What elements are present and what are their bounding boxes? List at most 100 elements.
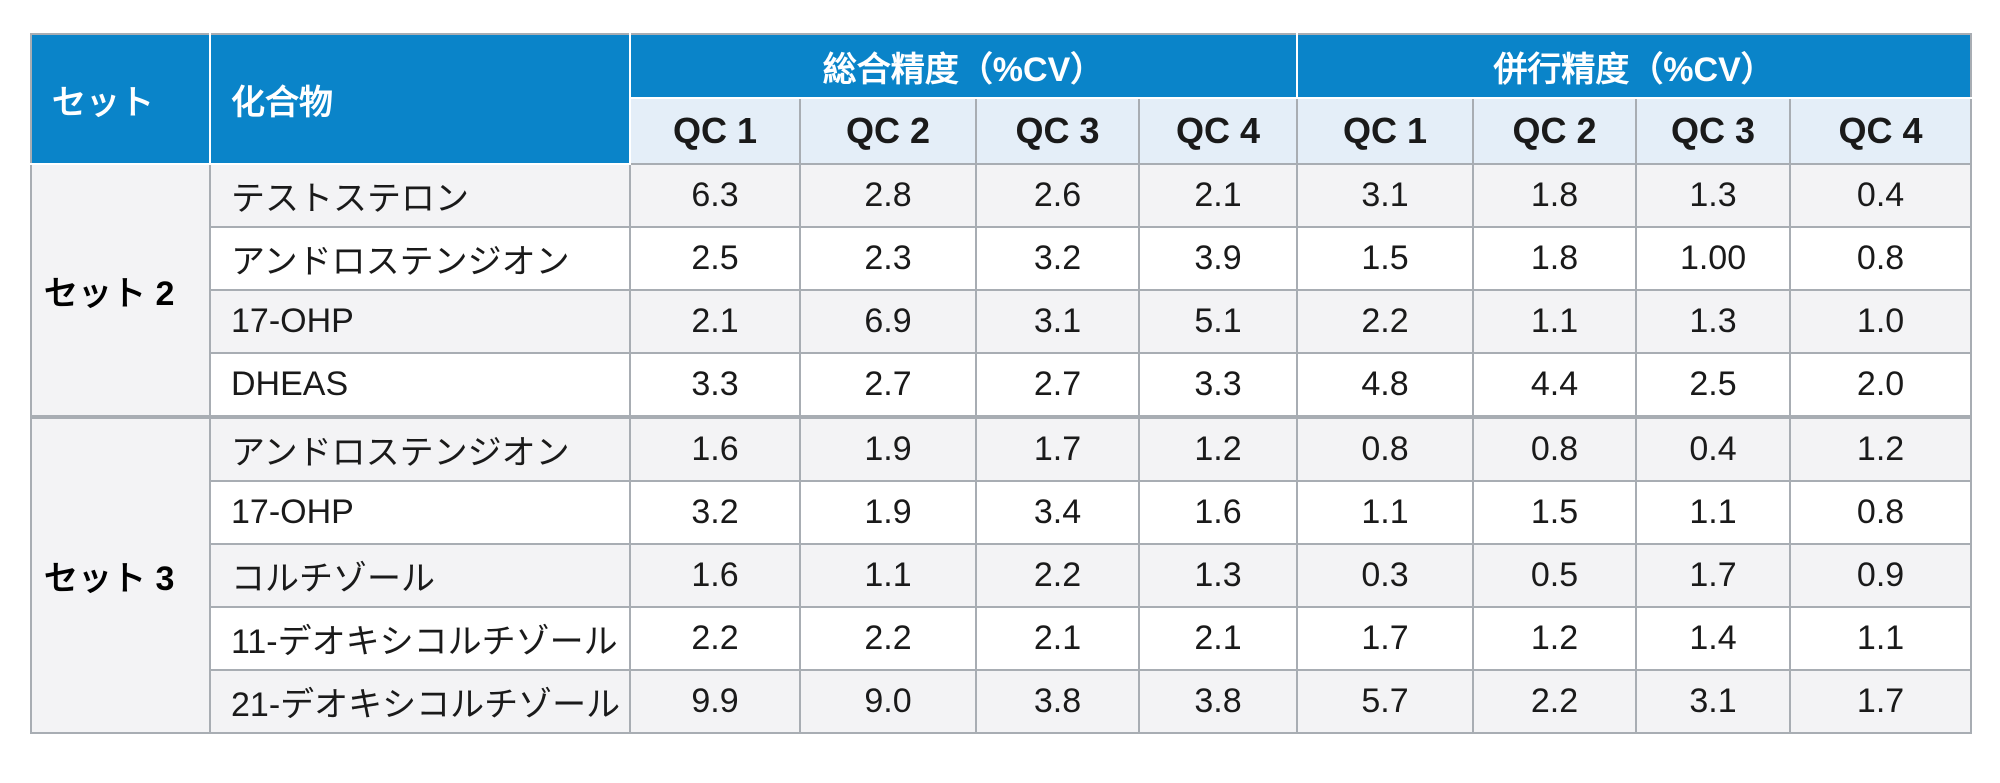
compound-name: アンドロステンジオン (209, 226, 631, 291)
cv-value: 2.7 (975, 352, 1140, 418)
header-repeatability: 併行精度（%CV） (1296, 33, 1973, 99)
cv-value: 1.8 (1472, 163, 1638, 228)
header-qc: QC 3 (1635, 97, 1792, 165)
header-compound: 化合物 (209, 33, 631, 165)
cv-value: 0.8 (1296, 415, 1475, 482)
cv-value: 1.7 (1296, 606, 1475, 671)
compound-name: アンドロステンジオン (209, 415, 631, 482)
cv-value: 3.8 (975, 669, 1140, 734)
cv-value: 3.4 (975, 480, 1140, 545)
cv-value: 6.9 (799, 289, 977, 354)
cv-value: 2.1 (975, 606, 1140, 671)
cv-value: 9.0 (799, 669, 977, 734)
compound-name: 21-デオキシコルチゾール (209, 669, 631, 734)
cv-value: 1.7 (1789, 669, 1973, 734)
compound-name: 17-OHP (209, 480, 631, 545)
cv-value: 2.0 (1789, 352, 1973, 418)
cv-value: 6.3 (629, 163, 801, 228)
table-row: DHEAS 3.3 2.7 2.7 3.3 4.8 4.4 2.5 2.0 (31, 352, 1973, 418)
cv-value: 2.2 (975, 543, 1140, 608)
cv-value: 1.9 (799, 415, 977, 482)
cv-value: 5.7 (1296, 669, 1475, 734)
cv-value: 2.1 (1137, 163, 1299, 228)
cv-value: 2.2 (1472, 669, 1638, 734)
cv-value: 2.2 (629, 606, 801, 671)
cv-value: 1.1 (799, 543, 977, 608)
cv-value: 2.1 (1137, 606, 1299, 671)
table-row: セット 3 アンドロステンジオン 1.6 1.9 1.7 1.2 0.8 0.8 0.4 1.2 (30, 415, 1973, 734)
cv-value: 1.6 (629, 543, 801, 608)
table-row: 21-デオキシコルチゾール 9.9 9.0 3.8 3.8 5.7 2.2 3.1 1.7 (31, 669, 1973, 734)
compound-name: 17-OHP (209, 289, 631, 354)
cv-value: 3.1 (975, 289, 1140, 354)
cv-value: 0.3 (1296, 543, 1475, 608)
cv-value: 1.00 (1635, 226, 1792, 291)
precision-table-container: セット 化合物 総合精度（%CV） 併行精度（%CV） QC 1 QC 2 QC… (30, 33, 1973, 734)
cv-value: 2.2 (1296, 289, 1475, 354)
set-label: セット 3 (30, 415, 211, 734)
cv-value: 1.8 (1472, 226, 1638, 291)
cv-value: 1.4 (1635, 606, 1792, 671)
cv-value: 1.3 (1635, 163, 1792, 228)
header-qc: QC 4 (1789, 97, 1973, 165)
cv-value: 1.0 (1789, 289, 1973, 354)
cv-value: 2.5 (1635, 352, 1792, 418)
cv-value: 0.8 (1789, 226, 1973, 291)
cv-value: 2.7 (799, 352, 977, 418)
cv-value: 5.1 (1137, 289, 1299, 354)
cv-value: 0.4 (1789, 163, 1973, 228)
cv-value: 2.3 (799, 226, 977, 291)
table-row: 17-OHP 3.2 1.9 3.4 1.6 1.1 1.5 1.1 0.8 (31, 480, 1973, 545)
cv-value: 3.2 (629, 480, 801, 545)
compound-name: テストステロン (209, 163, 631, 228)
cv-value: 2.5 (629, 226, 801, 291)
cv-value: 1.7 (975, 415, 1140, 482)
cv-value: 0.8 (1472, 415, 1638, 482)
cv-value: 1.2 (1472, 606, 1638, 671)
header-qc: QC 2 (799, 97, 977, 165)
header-qc: QC 4 (1137, 97, 1299, 165)
table-row: アンドロステンジオン 2.5 2.3 3.2 3.9 1.5 1.8 1.00 0.8 (31, 226, 1973, 291)
compound-name: 11-デオキシコルチゾール (209, 606, 631, 671)
cv-value: 4.4 (1472, 352, 1638, 418)
header-qc: QC 1 (629, 97, 801, 165)
cv-value: 3.9 (1137, 226, 1299, 291)
table-row: コルチゾール 1.6 1.1 2.2 1.3 0.3 0.5 1.7 0.9 (31, 543, 1973, 608)
cv-value: 0.9 (1789, 543, 1973, 608)
cv-value: 1.3 (1635, 289, 1792, 354)
cv-value: 1.5 (1296, 226, 1475, 291)
cv-value: 1.2 (1137, 415, 1299, 482)
cv-value: 1.3 (1137, 543, 1299, 608)
header-set: セット (30, 33, 211, 165)
cv-value: 1.1 (1296, 480, 1475, 545)
header-total-precision: 総合精度（%CV） (628, 33, 1299, 99)
header-qc: QC 3 (975, 97, 1140, 165)
cv-value: 1.1 (1789, 606, 1973, 671)
cv-value: 9.9 (629, 669, 801, 734)
cv-value: 3.1 (1296, 163, 1475, 228)
table-row: 11-デオキシコルチゾール 2.2 2.2 2.1 2.1 1.7 1.2 1.4 1.1 (31, 606, 1973, 671)
cv-value: 1.1 (1472, 289, 1638, 354)
header-qc: QC 2 (1472, 97, 1638, 165)
set-label: セット 2 (30, 163, 211, 418)
cv-value: 1.6 (629, 415, 801, 482)
cv-value: 3.1 (1635, 669, 1792, 734)
cv-value: 1.5 (1472, 480, 1638, 545)
cv-value: 1.6 (1137, 480, 1299, 545)
cv-value: 1.2 (1789, 415, 1973, 482)
cv-value: 2.6 (975, 163, 1140, 228)
cv-value: 3.2 (975, 226, 1140, 291)
table-body: セット 2 テストステロン 6.3 2.8 2.6 2.1 3.1 1.8 1.3 0.4 アンドロ… (30, 163, 1973, 734)
cv-value: 0.4 (1635, 415, 1792, 482)
cv-value: 3.3 (1137, 352, 1299, 418)
cv-value: 1.1 (1635, 480, 1792, 545)
cv-value: 1.9 (799, 480, 977, 545)
compound-name: コルチゾール (209, 543, 631, 608)
cv-value: 3.3 (629, 352, 801, 418)
cv-value: 0.5 (1472, 543, 1638, 608)
cv-value: 0.8 (1789, 480, 1973, 545)
cv-value: 1.7 (1635, 543, 1792, 608)
cv-value: 2.8 (799, 163, 977, 228)
cv-value: 2.2 (799, 606, 977, 671)
cv-value: 4.8 (1296, 352, 1475, 418)
